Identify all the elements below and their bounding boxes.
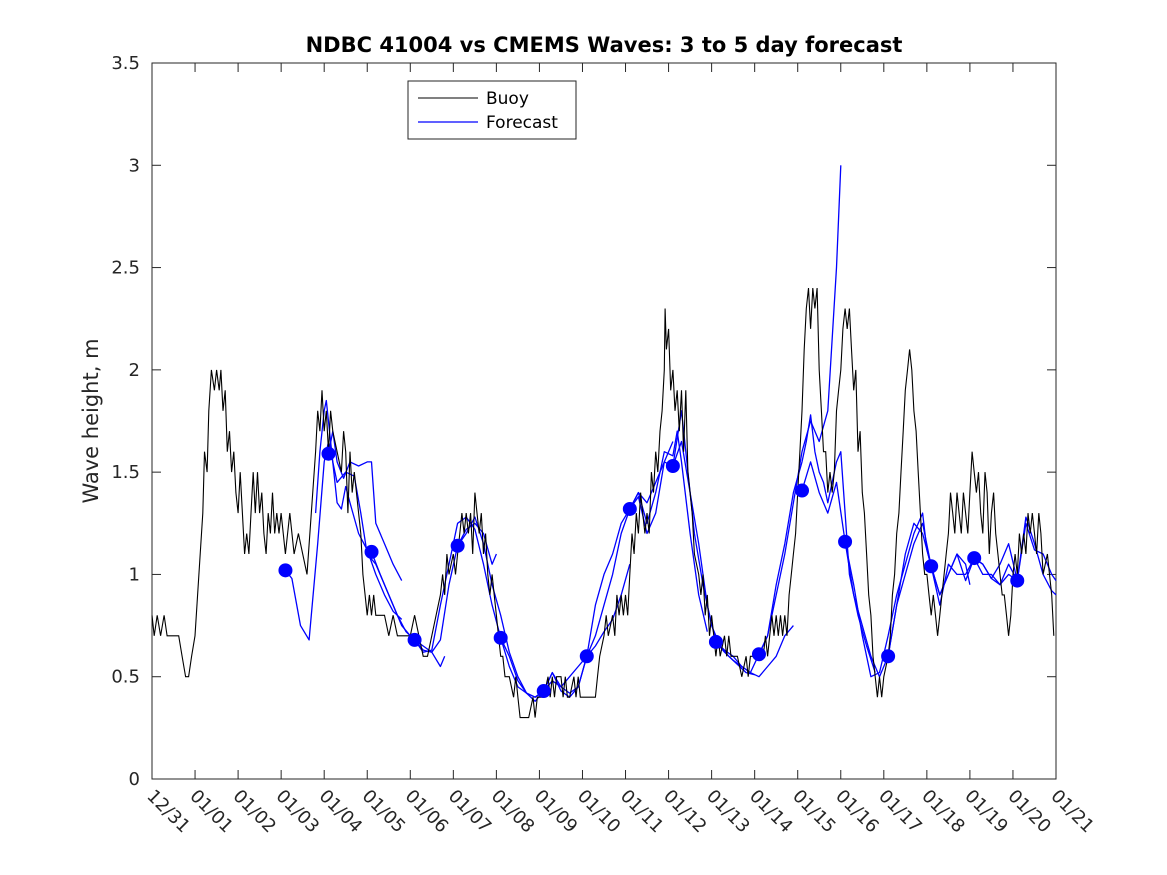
forecast-marker [881, 649, 896, 664]
forecast-line [314, 399, 403, 620]
legend-box [407, 80, 577, 140]
y-tick-label: 0.5 [111, 667, 140, 688]
buoy-line [151, 287, 1055, 719]
y-tick-label: 1 [129, 564, 140, 585]
legend: Buoy Forecast [407, 80, 577, 140]
forecast-marker [536, 684, 551, 699]
forecast-marker [924, 559, 939, 574]
y-tick-label: 1.5 [111, 462, 140, 483]
chart-title: NDBC 41004 vs CMEMS Waves: 3 to 5 day fo… [306, 33, 903, 57]
forecast-marker [622, 501, 637, 516]
forecast-line [586, 430, 708, 657]
forecast-marker [751, 647, 766, 662]
forecast-marker [1010, 573, 1025, 588]
forecast-line [715, 165, 842, 674]
y-tick-label: 2 [129, 360, 140, 381]
forecast-marker [450, 538, 465, 553]
forecast-line [327, 430, 403, 581]
forecast-marker [364, 544, 379, 559]
forecast-line [801, 461, 932, 678]
forecast-line [414, 516, 545, 702]
legend-label-buoy: Buoy [486, 89, 529, 109]
forecast-marker [278, 563, 293, 578]
y-tick-label: 3.5 [111, 53, 140, 74]
forecast-marker [795, 483, 810, 498]
forecast-marker [407, 632, 422, 647]
forecast-marker [967, 551, 982, 566]
forecast-line [930, 522, 1057, 596]
forecast-marker [838, 534, 853, 549]
forecast-marker [665, 459, 680, 474]
forecast-marker [579, 649, 594, 664]
legend-label-forecast: Forecast [486, 113, 558, 133]
forecast-line [672, 440, 794, 678]
y-tick-label: 3 [129, 155, 140, 176]
forecast-marker [321, 446, 336, 461]
forecast-marker [708, 634, 723, 649]
axes-box [151, 62, 1057, 780]
y-axis-label: Wave height, m [79, 338, 103, 503]
y-tick-label: 0 [129, 769, 140, 790]
y-tick-label: 2.5 [111, 258, 140, 279]
forecast-marker [493, 630, 508, 645]
forecast-line [500, 564, 631, 698]
forecast-line [887, 522, 1018, 657]
plot-area: 00.511.522.533.512/3101/0101/0201/0301/0… [111, 53, 1098, 837]
forecast-line [543, 441, 674, 698]
